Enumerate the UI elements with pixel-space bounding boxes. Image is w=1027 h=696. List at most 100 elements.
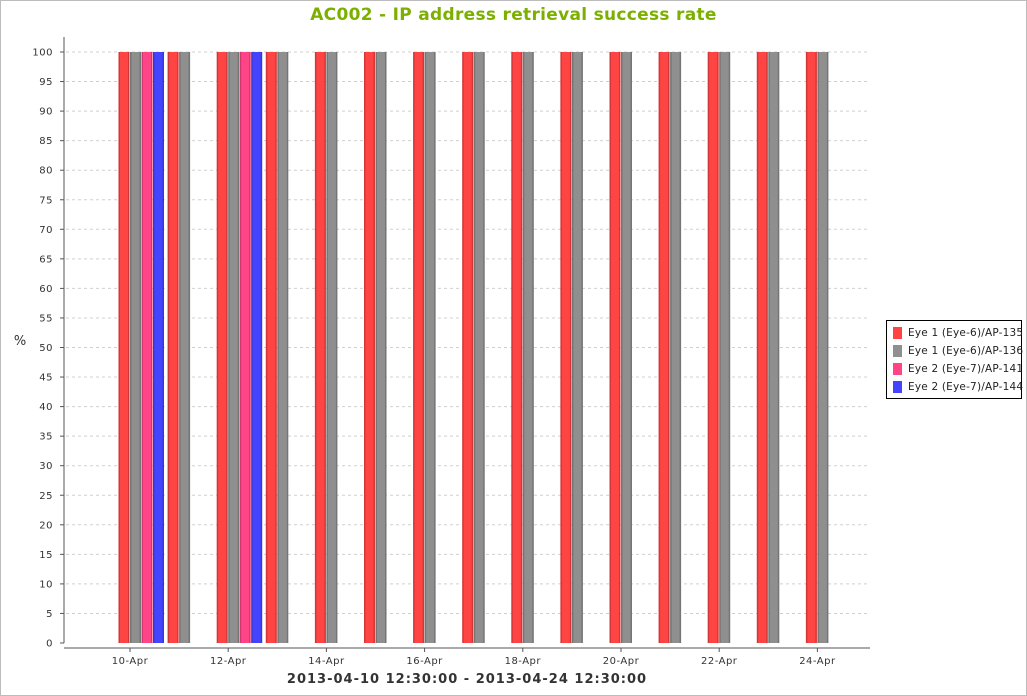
y-tick-label: 45 bbox=[39, 373, 53, 384]
y-tick-label: 70 bbox=[39, 225, 53, 236]
bar-edge bbox=[179, 52, 181, 643]
bar bbox=[670, 52, 682, 643]
bar-edge bbox=[324, 52, 326, 643]
bar bbox=[522, 52, 534, 643]
bar-edge bbox=[375, 52, 377, 643]
bar-edge bbox=[471, 52, 474, 643]
y-tick-label: 10 bbox=[39, 579, 53, 590]
bar-edge bbox=[619, 52, 621, 643]
bar-edge bbox=[139, 52, 141, 643]
y-tick-label: 85 bbox=[39, 136, 53, 147]
bar-edge bbox=[569, 52, 572, 643]
bar-edge bbox=[473, 52, 476, 643]
x-tick-label: 22-Apr bbox=[701, 656, 738, 667]
bar-edge bbox=[511, 52, 513, 643]
legend-label: Eye 2 (Eye-7)/AP-141 bbox=[908, 363, 1024, 375]
legend-swatch bbox=[893, 327, 902, 339]
bar-edge bbox=[275, 52, 277, 643]
bar-edge bbox=[766, 52, 768, 643]
x-tick-label: 24-Apr bbox=[799, 656, 836, 667]
bar-edge bbox=[658, 52, 661, 643]
bar bbox=[817, 52, 829, 643]
bar-edge bbox=[630, 52, 632, 643]
chart-title: AC002 - IP address retrieval success rat… bbox=[310, 5, 717, 25]
bar-edge bbox=[260, 52, 263, 643]
bar bbox=[768, 52, 780, 643]
bar-edge bbox=[335, 52, 338, 643]
bar-edge bbox=[239, 52, 242, 643]
bar bbox=[364, 52, 375, 643]
y-axis-title: % bbox=[14, 334, 26, 349]
bar-edge bbox=[251, 52, 253, 643]
bar-edge bbox=[777, 52, 780, 643]
bar bbox=[571, 52, 583, 643]
bar bbox=[462, 52, 474, 643]
bar bbox=[609, 52, 621, 643]
bar-edge bbox=[153, 52, 155, 643]
bar-edge bbox=[815, 52, 817, 643]
y-tick-label: 0 bbox=[46, 639, 53, 650]
bar bbox=[719, 52, 731, 643]
bar-edge bbox=[679, 52, 682, 643]
bar bbox=[130, 52, 141, 643]
bar bbox=[326, 52, 338, 643]
bar-edge bbox=[522, 52, 525, 643]
bar-edge bbox=[373, 52, 375, 643]
legend-label: Eye 1 (Eye-6)/AP-135 bbox=[908, 327, 1024, 339]
bar bbox=[228, 52, 240, 643]
bar-edge bbox=[226, 52, 228, 643]
bar-edge bbox=[462, 52, 464, 643]
bar-edge bbox=[167, 52, 170, 643]
bar-edge bbox=[424, 52, 427, 643]
y-tick-label: 60 bbox=[39, 284, 53, 295]
y-tick-label: 25 bbox=[39, 491, 53, 502]
bar bbox=[413, 52, 425, 643]
y-tick-label: 80 bbox=[39, 166, 53, 177]
bar-edge bbox=[277, 52, 279, 643]
bar bbox=[756, 52, 768, 643]
x-tick-label: 18-Apr bbox=[505, 656, 542, 667]
x-tick-label: 16-Apr bbox=[406, 656, 443, 667]
bar bbox=[707, 52, 719, 643]
bar-edge bbox=[326, 52, 328, 643]
bar-edge bbox=[286, 52, 289, 643]
bar-edge bbox=[249, 52, 251, 643]
y-tick-label: 40 bbox=[39, 402, 53, 413]
legend-label: Eye 1 (Eye-6)/AP-136 bbox=[908, 345, 1024, 357]
bar-edge bbox=[768, 52, 770, 643]
bar-edge bbox=[520, 52, 523, 643]
bar bbox=[179, 52, 191, 643]
y-tick-label: 5 bbox=[46, 609, 53, 620]
y-tick-label: 35 bbox=[39, 432, 53, 443]
bar-edge bbox=[413, 52, 415, 643]
legend-item: Eye 1 (Eye-6)/AP-136 bbox=[887, 342, 1024, 360]
bar-edge bbox=[188, 52, 191, 643]
bar bbox=[277, 52, 289, 643]
bar-edge bbox=[621, 52, 623, 643]
legend-item: Eye 2 (Eye-7)/AP-141 bbox=[887, 360, 1024, 378]
y-tick-label: 100 bbox=[32, 48, 53, 59]
bar bbox=[167, 52, 179, 643]
bar-edge bbox=[128, 52, 130, 643]
bar-edge bbox=[560, 52, 562, 643]
bar-edge bbox=[385, 52, 387, 643]
bar bbox=[424, 52, 436, 643]
axes bbox=[63, 37, 870, 649]
bar-edge bbox=[364, 52, 366, 643]
bar-edge bbox=[162, 52, 164, 643]
legend-swatch bbox=[893, 363, 902, 375]
bar-edge bbox=[216, 52, 219, 643]
bar-edge bbox=[571, 52, 574, 643]
bar-edge bbox=[422, 52, 425, 643]
bar-edge bbox=[581, 52, 583, 643]
x-tick-label: 14-Apr bbox=[308, 656, 345, 667]
bars bbox=[118, 52, 829, 643]
bar-edge bbox=[177, 52, 179, 643]
bar bbox=[141, 52, 153, 643]
bar-edge bbox=[483, 52, 485, 643]
legend-item: Eye 1 (Eye-6)/AP-135 bbox=[887, 324, 1024, 342]
bar-edge bbox=[434, 52, 436, 643]
bar-edge bbox=[805, 52, 808, 643]
bar bbox=[216, 52, 228, 643]
